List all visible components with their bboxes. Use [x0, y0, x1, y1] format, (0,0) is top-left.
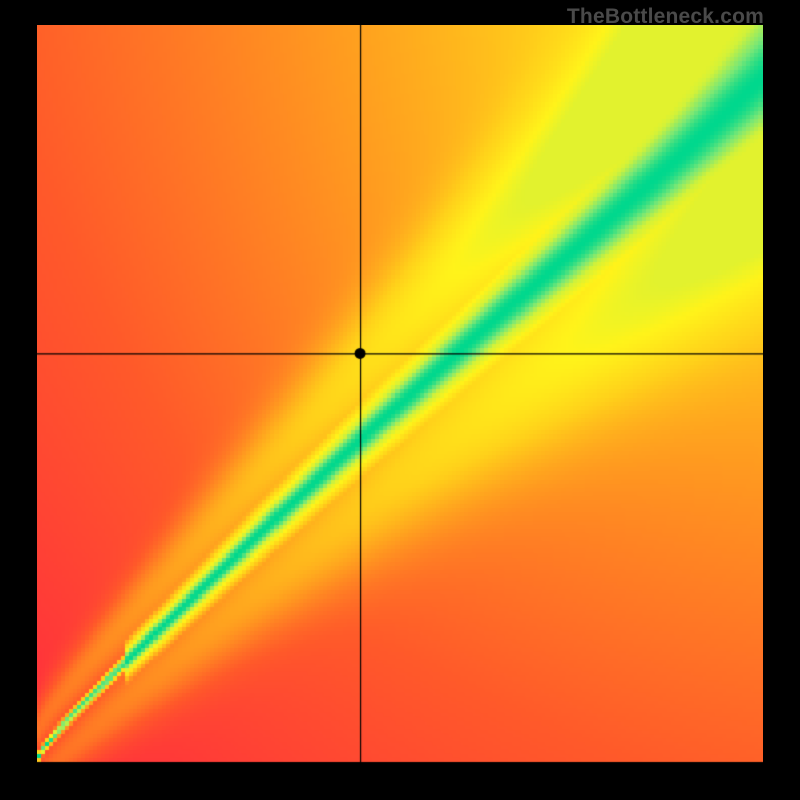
bottleneck-heatmap [37, 25, 763, 763]
chart-frame: TheBottleneck.com [0, 0, 800, 800]
watermark-text: TheBottleneck.com [567, 5, 764, 29]
